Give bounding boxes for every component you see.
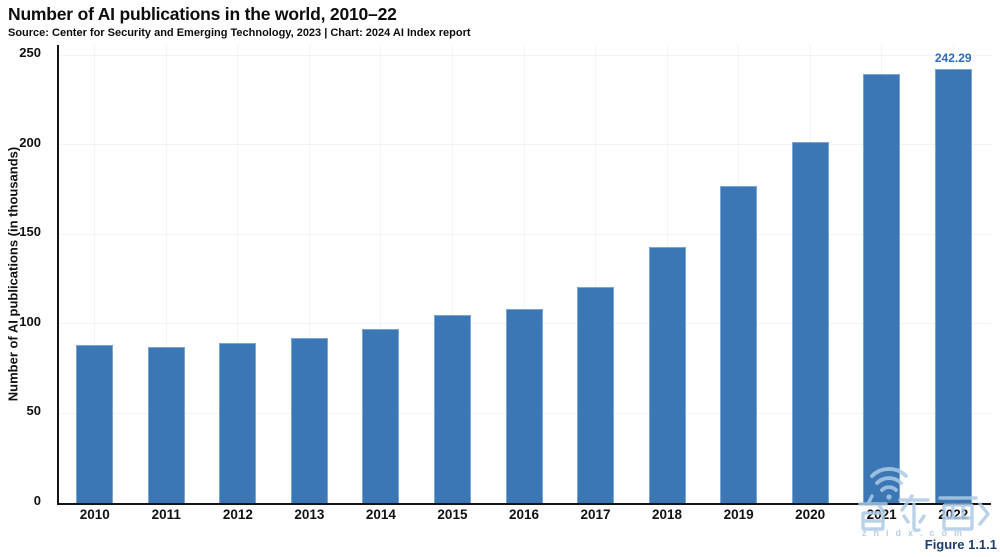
gridline-x-2015 [451,45,453,503]
bar-2022 [934,68,972,503]
figure-number: Figure 1.1.1 [924,537,997,552]
gridline-y-150 [59,233,991,235]
gridline-x-2010 [94,45,96,503]
bar-2017 [577,286,615,503]
gridline-x-2013 [308,45,310,503]
chart-title: Number of AI publications in the world, … [8,4,397,24]
x-tick-2016: 2016 [508,507,540,522]
bar-2014 [362,329,400,503]
y-tick-50: 50 [26,403,41,419]
x-tick-2022: 2022 [938,507,969,522]
x-axis-tick-labels: 2010 2011 2012 2013 2014 2015 2016 2017 2018 2019… [59,507,989,529]
x-tick-2018: 2018 [652,507,683,522]
gridline-x-2017 [595,45,597,503]
gridline-x-2016 [523,45,525,503]
y-tick-250: 250 [19,45,41,60]
gridline-y-250 [59,54,991,56]
x-tick-2021: 2021 [866,507,897,522]
y-tick-100: 100 [19,313,41,329]
gridline-x-2014 [380,45,382,503]
bar-2021 [863,74,901,503]
y-axis-tick-labels: 0 50 100 150 200 250 [0,45,50,508]
bar-2015 [433,315,471,503]
bar-2016 [505,308,543,503]
bar-2010 [76,345,114,503]
x-tick-2015: 2015 [437,507,468,522]
x-tick-2017: 2017 [580,507,611,522]
y-tick-0: 0 [33,493,41,508]
bar-2020 [791,141,829,503]
gridline-x-2011 [165,45,167,503]
gridline-x-2012 [237,45,239,503]
bar-2012 [219,342,257,503]
x-tick-2020: 2020 [795,507,826,522]
y-tick-150: 150 [19,224,41,240]
y-tick-200: 200 [19,134,41,150]
x-tick-2012: 2012 [222,507,253,522]
gridline-y-200 [59,144,991,146]
x-tick-2019: 2019 [723,507,754,522]
x-tick-2013: 2013 [294,507,325,522]
plot-area: 242.29 [57,45,991,505]
bar-2011 [147,346,185,503]
x-tick-2014: 2014 [365,507,396,522]
x-tick-2011: 2011 [151,507,181,522]
bar-value-label-2022: 242.29 [934,50,972,65]
chart-subtitle: Source: Center for Security and Emerging… [8,27,471,39]
x-tick-2010: 2010 [79,507,110,522]
bar-2018 [648,246,686,503]
bar-2019 [720,186,758,503]
bar-2013 [290,337,328,503]
